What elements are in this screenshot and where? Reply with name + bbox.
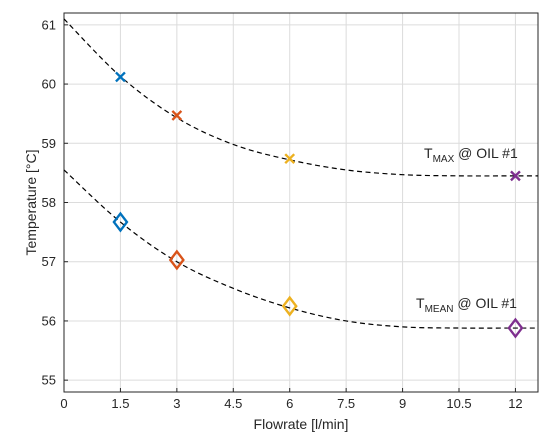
diamond-marker-point xyxy=(168,249,185,271)
x-marker-stroke xyxy=(115,71,126,83)
y-axis-label: Temperature [°C] xyxy=(23,150,39,256)
y-tick-label: 56 xyxy=(42,313,56,328)
series-annotation: TMEAN @ OIL #1 xyxy=(416,295,517,315)
data-points xyxy=(112,71,524,339)
x-axis-label: Flowrate [l/min] xyxy=(254,416,349,432)
y-tick-label: 58 xyxy=(42,195,56,210)
series-annotation: TMAX @ OIL #1 xyxy=(424,145,518,165)
x-tick-label: 12 xyxy=(508,396,522,411)
x-marker-stroke xyxy=(510,170,521,182)
x-tick-label: 10.5 xyxy=(446,396,471,411)
x-tick-label: 3 xyxy=(173,396,180,411)
plot-frame xyxy=(63,12,539,393)
x-tick-label: 1.5 xyxy=(111,396,129,411)
x-marker-point xyxy=(510,170,521,182)
y-tick-label: 55 xyxy=(42,373,56,388)
diamond-marker-point xyxy=(281,295,298,317)
x-marker-point xyxy=(284,153,296,165)
x-marker-stroke xyxy=(171,110,183,121)
x-marker-stroke xyxy=(284,153,296,165)
x-marker-point xyxy=(171,110,183,121)
x-tick-label: 7.5 xyxy=(337,396,355,411)
fit-curve xyxy=(63,18,538,177)
annotations: TMAX @ OIL #1 TMEAN @ OIL #1 xyxy=(416,145,518,315)
x-tick-label: 6 xyxy=(286,396,293,411)
x-tick-label: 4.5 xyxy=(224,396,242,411)
y-tick-label: 57 xyxy=(42,254,56,269)
x-marker-point xyxy=(115,71,126,83)
tick-labels: 0 1.5 3 4.5 6 7.5 9 10.5 12 55 56 57 58 59 60 61 xyxy=(42,17,523,411)
diamond-marker-point xyxy=(507,317,524,339)
x-tick-label: 0 xyxy=(60,396,67,411)
fit-curve xyxy=(63,169,538,329)
fit-curves xyxy=(63,18,538,329)
grid-lines xyxy=(63,13,538,392)
x-tick-label: 9 xyxy=(399,396,406,411)
y-tick-label: 61 xyxy=(42,17,56,32)
y-tick-label: 59 xyxy=(42,136,56,151)
diamond-marker-point xyxy=(112,211,129,233)
y-tick-label: 60 xyxy=(42,77,56,92)
